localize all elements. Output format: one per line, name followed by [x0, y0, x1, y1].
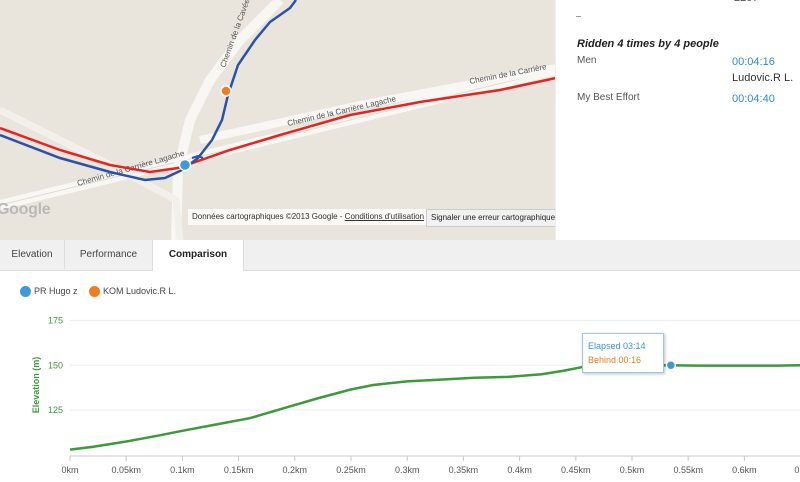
segment-map[interactable]: Chemin de la Cavée Chemin de la Carrière… — [0, 0, 556, 240]
x-tick-label: 0.1km — [170, 465, 195, 475]
comparison-tooltip: Elapsed 03:14 Behind 00:16 — [582, 333, 664, 373]
map-attribution: Données cartographiques ©2013 Google - C… — [188, 209, 429, 225]
y-tick-label: 125 — [48, 405, 63, 415]
x-tick-label: 0.35km — [449, 465, 479, 475]
tab-elevation[interactable]: Elevation — [0, 240, 65, 269]
tab-performance[interactable]: Performance — [65, 240, 153, 269]
map-canvas[interactable]: Chemin de la Cavée Chemin de la Carrière… — [0, 0, 556, 240]
comparison-chart[interactable]: 125 150 175 Elevation (m) 0km 0.05km 0.1km 0.15… — [0, 300, 800, 482]
tooltip-elapsed: Elapsed 03:14 — [588, 341, 646, 351]
partial-value: 2207 — [734, 0, 758, 4]
x-tick-label: 0.6 — [794, 465, 800, 475]
best-effort-label: My Best Effort — [577, 92, 640, 103]
x-tick-label: 0.15km — [224, 465, 254, 475]
x-tick-label: 0.5km — [620, 465, 645, 475]
y-axis-label: Elevation (m) — [31, 357, 41, 414]
chart-tabs: Elevation Performance Comparison — [0, 240, 800, 271]
elevation-chart-svg[interactable]: 125 150 175 Elevation (m) 0km 0.05km 0.1km 0.15… — [0, 300, 800, 482]
x-tick-label: 0.2km — [283, 465, 308, 475]
best-effort-time-link[interactable]: 00:04:40 — [732, 93, 775, 105]
report-map-error-button[interactable]: Signaler une erreur cartographique — [426, 209, 556, 227]
x-tick-label: 0km — [61, 465, 78, 475]
men-kom-name: Ludovic.R L. — [732, 72, 794, 84]
ridden-summary: Ridden 4 times by 4 people — [577, 38, 719, 50]
pr-legend-label[interactable]: PR Hugo z — [34, 286, 78, 296]
pr-route-line — [0, 0, 297, 182]
x-tick-label: 0.55km — [673, 465, 703, 475]
terms-link[interactable]: Conditions d'utilisation — [344, 212, 425, 221]
x-tick-label: 0.05km — [111, 465, 141, 475]
tooltip-behind: Behind 00:16 — [588, 355, 642, 365]
google-logo: Google — [0, 201, 51, 218]
pr-position-marker[interactable] — [178, 158, 192, 172]
x-tick-label: 0.25km — [336, 465, 366, 475]
panel-divider — [555, 0, 556, 240]
pr-position-point — [665, 360, 677, 371]
men-kom-time-link[interactable]: 00:04:16 — [732, 56, 775, 68]
attribution-text: Données cartographiques ©2013 Google - — [192, 212, 343, 221]
x-tick-label: 0.4km — [507, 465, 532, 475]
dash-separator — [576, 16, 581, 17]
elevation-line — [69, 364, 800, 451]
kom-route-line — [0, 76, 556, 174]
kom-position-marker[interactable] — [220, 85, 232, 97]
x-tick-label: 0.3km — [395, 465, 420, 475]
y-tick-label: 150 — [48, 360, 63, 370]
leaderboard-panel: 2207 Ridden 4 times by 4 people Men 00:0… — [556, 0, 800, 240]
y-tick-label: 175 — [48, 315, 63, 325]
kom-legend-label[interactable]: KOM Ludovic.R L. — [103, 286, 177, 296]
pr-route-loop — [191, 154, 204, 159]
men-label: Men — [577, 55, 597, 66]
x-tick-label: 0.6km — [732, 465, 757, 475]
pr-legend-dot — [20, 286, 31, 297]
kom-legend-dot — [89, 286, 100, 297]
x-tick-label: 0.45km — [561, 465, 591, 475]
tab-comparison[interactable]: Comparison — [152, 240, 244, 271]
